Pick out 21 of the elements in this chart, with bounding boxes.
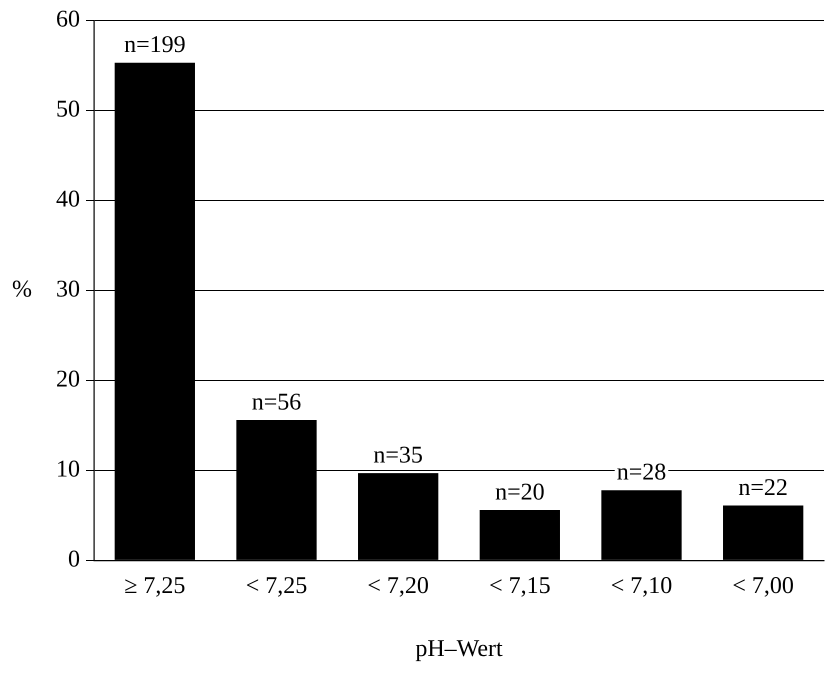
x-tick-label: < 7,25 xyxy=(246,573,308,600)
x-tick-label: < 7,20 xyxy=(367,573,429,600)
annotation: n=35 xyxy=(373,442,423,468)
annotation: n=28 xyxy=(616,459,666,486)
x-axis-title: pH–Wert xyxy=(415,636,504,662)
x-tick-label: ≥ 7,25 xyxy=(124,573,186,600)
x-tick-label: < 7,10 xyxy=(610,573,672,600)
y-tick-label: 20 xyxy=(56,366,80,393)
annotation: n=199 xyxy=(124,32,186,58)
x-tick-label: < 7,15 xyxy=(489,573,551,600)
y-tick-label: 30 xyxy=(56,276,80,303)
y-tick-label: 10 xyxy=(56,456,80,483)
annotation: n=20 xyxy=(495,479,545,506)
y-tick-label: 0 xyxy=(68,546,80,573)
y-tick-label: 40 xyxy=(56,186,80,213)
x-tick-label: < 7,00 xyxy=(732,573,794,600)
annotation: n=56 xyxy=(252,389,302,416)
y-axis-title: % xyxy=(12,276,32,303)
y-tick-label: 50 xyxy=(56,96,80,123)
y-tick-label: 60 xyxy=(56,6,80,33)
annotation: n=22 xyxy=(738,474,788,501)
